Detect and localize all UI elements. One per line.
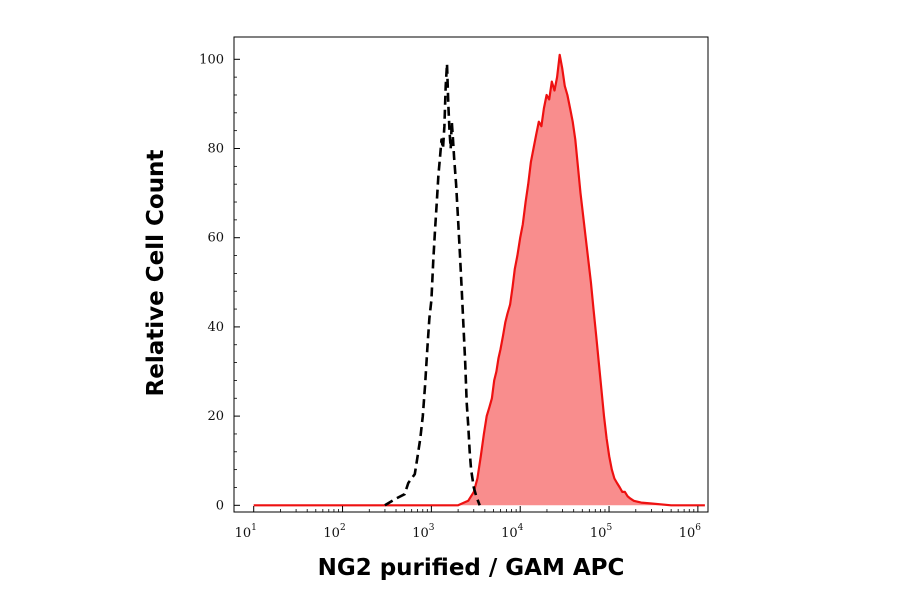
- x-tick-label: 103: [412, 523, 435, 541]
- y-axis-title: Relative Cell Count: [143, 150, 169, 397]
- x-axis: 101 102 103 104 105 106: [235, 506, 702, 541]
- x-tick-label: 101: [235, 523, 257, 541]
- y-tick-label: 100: [199, 52, 224, 67]
- x-tick-label: 105: [590, 523, 613, 541]
- y-axis: 0 20 40 60 80 100: [199, 52, 240, 513]
- x-tick-label: 102: [323, 523, 345, 541]
- y-tick-label: 60: [207, 231, 224, 246]
- x-axis-title: NG2 purified / GAM APC: [318, 555, 625, 581]
- y-tick-label: 20: [207, 409, 224, 424]
- stained-histogram-line: [253, 53, 705, 507]
- stained-histogram-fill: [253, 54, 705, 506]
- series-layer: [253, 53, 705, 507]
- y-tick-label: 0: [216, 498, 224, 513]
- y-tick-label: 40: [207, 320, 224, 335]
- x-tick-label: 106: [679, 523, 702, 541]
- x-tick-label: 104: [501, 523, 524, 541]
- plot-frame: [233, 36, 709, 513]
- y-tick-label: 80: [207, 142, 224, 157]
- control-histogram-line: [384, 62, 481, 507]
